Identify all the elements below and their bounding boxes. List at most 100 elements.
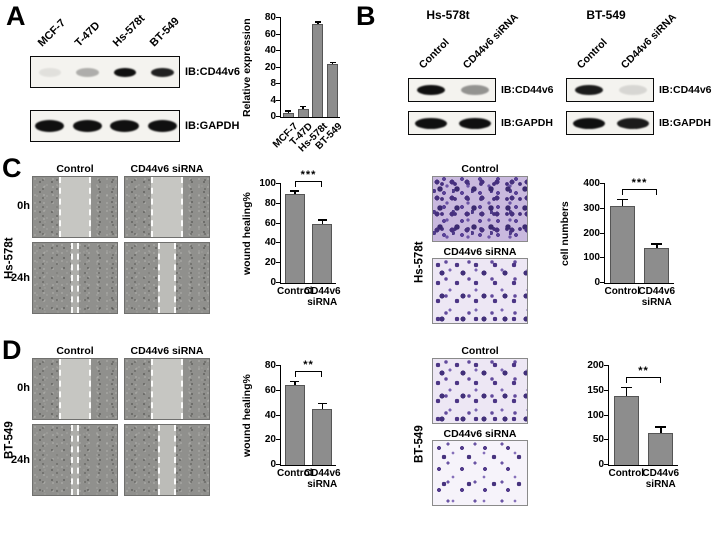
time-label-0h-d: 0h bbox=[17, 382, 30, 394]
y-tick-mark bbox=[600, 207, 605, 209]
x-category-label: Control bbox=[276, 286, 313, 297]
data-bar bbox=[312, 409, 333, 465]
panel-a-letter: A bbox=[6, 1, 26, 31]
blot-strip bbox=[566, 111, 654, 135]
y-tick-label: 60 bbox=[264, 217, 276, 229]
wound-image-d-control-0h bbox=[32, 358, 118, 420]
wound-image-d-control-24h bbox=[32, 424, 118, 496]
time-label-24h-c: 24h bbox=[11, 272, 30, 284]
y-tick-label: 300 bbox=[583, 202, 600, 214]
data-bar bbox=[644, 248, 670, 283]
lane-label: T-47D bbox=[73, 19, 103, 50]
error-bar-cap bbox=[290, 190, 300, 192]
y-tick-label: 60 bbox=[264, 28, 276, 40]
protein-band bbox=[38, 67, 61, 77]
expression-bar-chart: Relative expression 0 4 8 20 40 60 80 MCF-7 T-47… bbox=[240, 8, 348, 160]
y-tick-mark bbox=[276, 222, 281, 224]
wound-header-control-d: Control bbox=[56, 345, 94, 357]
cell-chart-c-y-axis-label: cell numbers bbox=[559, 201, 571, 267]
significance-stars: ** bbox=[303, 359, 314, 372]
y-tick-label: 0 bbox=[270, 111, 276, 122]
transwell-image-d-sirna bbox=[432, 440, 528, 506]
y-tick-label: 4 bbox=[270, 94, 276, 106]
y-tick-label: 0 bbox=[270, 277, 276, 288]
error-bar-cap bbox=[616, 198, 628, 201]
significance-stars: *** bbox=[631, 177, 648, 190]
y-tick-mark bbox=[276, 33, 281, 35]
y-tick-mark bbox=[276, 116, 281, 117]
transwell-header-sirna-c: CD44v6 siRNA bbox=[443, 246, 517, 258]
blot-target-label: IB:GAPDH bbox=[185, 120, 240, 132]
lane-label: Hs-578t bbox=[110, 12, 148, 50]
protein-band bbox=[575, 85, 603, 95]
protein-band bbox=[417, 85, 445, 95]
lane-label: BT-549 bbox=[148, 15, 183, 50]
y-tick-mark bbox=[276, 50, 281, 51]
protein-band bbox=[147, 120, 177, 132]
y-tick-label: 400 bbox=[583, 178, 600, 189]
data-bar bbox=[613, 395, 639, 465]
error-bar-cap bbox=[314, 21, 321, 23]
y-tick-mark bbox=[276, 439, 281, 441]
data-bar bbox=[312, 223, 333, 283]
y-tick-label: 150 bbox=[587, 384, 604, 396]
error-bar-cap bbox=[285, 110, 292, 112]
panel-d-letter: D bbox=[2, 335, 22, 365]
time-label-24h-d: 24h bbox=[11, 454, 30, 466]
panel-b-group2-title: BT-549 bbox=[586, 8, 626, 22]
wound-healing-chart-c: wound healing% 0 20 40 60 80 100 Control CD44v6… bbox=[238, 169, 348, 336]
protein-band bbox=[617, 117, 649, 129]
x-category-label: CD44v6 siRNA bbox=[303, 468, 341, 490]
wound-image-c-sirna-24h bbox=[124, 242, 210, 314]
y-tick-mark bbox=[276, 202, 281, 204]
blot-target-label: IB:GAPDH bbox=[659, 117, 711, 129]
panel-b-group1-title: Hs-578t bbox=[426, 8, 470, 22]
y-tick-mark bbox=[600, 257, 605, 259]
data-bar bbox=[327, 64, 339, 117]
wound-header-sirna-d: CD44v6 siRNA bbox=[130, 345, 204, 357]
blot-strip bbox=[566, 78, 654, 102]
y-tick-label: 100 bbox=[587, 409, 604, 421]
y-tick-label: 0 bbox=[598, 459, 604, 470]
significance-stars: *** bbox=[300, 168, 317, 181]
lane-label: Control bbox=[574, 36, 610, 72]
transwell-cell-line-label-c: Hs-578t bbox=[413, 241, 426, 283]
y-tick-mark bbox=[604, 389, 609, 391]
plot-area: 0 20 40 60 80 Control CD44v6 siRNA ** bbox=[265, 359, 341, 490]
blot-target-label: IB:CD44v6 bbox=[659, 84, 712, 96]
x-category-label: Control bbox=[608, 468, 645, 479]
blot-strip bbox=[30, 56, 180, 88]
wound-header-sirna-c: CD44v6 siRNA bbox=[130, 163, 204, 175]
y-tick-label: 50 bbox=[592, 434, 604, 446]
error-bar bbox=[656, 244, 658, 249]
y-tick-label: 100 bbox=[259, 178, 276, 189]
y-tick-label: 40 bbox=[264, 45, 276, 56]
time-label-0h-c: 0h bbox=[17, 200, 30, 212]
protein-band bbox=[113, 67, 136, 77]
y-tick-label: 8 bbox=[270, 78, 276, 89]
transwell-header-sirna-d: CD44v6 siRNA bbox=[443, 428, 517, 440]
y-tick-mark bbox=[604, 439, 609, 441]
error-bar-cap bbox=[329, 61, 336, 64]
blot-target-label: IB:GAPDH bbox=[501, 117, 553, 129]
plot-area: 0 20 40 60 80 100 Control CD44v6 siRNA *** bbox=[259, 169, 340, 308]
transwell-image-c-control bbox=[432, 176, 528, 242]
error-bar bbox=[302, 107, 304, 109]
plot-area: 0 50 100 150 200 Control CD44v6 siRNA ** bbox=[587, 361, 679, 491]
data-bar bbox=[282, 112, 294, 117]
transwell-image-c-sirna bbox=[432, 258, 528, 324]
transwell-header-control-d: Control bbox=[461, 345, 499, 357]
data-bar bbox=[648, 432, 674, 465]
wound-image-c-control-24h bbox=[32, 242, 118, 314]
protein-band bbox=[461, 85, 489, 95]
error-bar bbox=[660, 427, 662, 433]
wound-image-d-sirna-0h bbox=[124, 358, 210, 420]
y-tick-mark bbox=[276, 183, 281, 184]
y-tick-mark bbox=[604, 414, 609, 416]
x-category-label: CD44v6 siRNA bbox=[642, 468, 680, 490]
y-tick-label: 20 bbox=[264, 61, 276, 73]
y-tick-label: 0 bbox=[594, 277, 600, 288]
y-tick-mark bbox=[276, 464, 281, 465]
y-tick-label: 40 bbox=[264, 409, 276, 421]
y-tick-mark bbox=[600, 183, 605, 184]
